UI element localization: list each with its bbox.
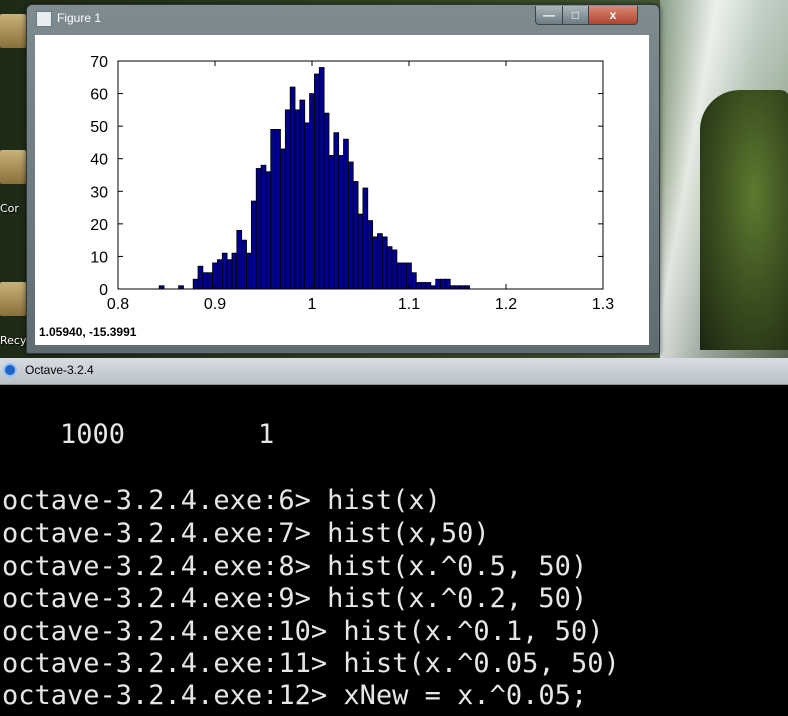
desktop-icon-label[interactable]: Cor [0, 202, 19, 215]
histogram-bar [318, 67, 325, 290]
terminal-line: octave-3.2.4.exe:8> hist(x.^0.5, 50) [2, 551, 588, 582]
histogram-bar [347, 161, 354, 290]
octave-titlebar[interactable]: Octave-3.2.4 [0, 358, 788, 385]
y-tick-label: 50 [90, 119, 108, 136]
histogram-bar [415, 282, 422, 290]
y-tick-label: 70 [90, 54, 108, 71]
maximize-button[interactable]: □ [562, 6, 589, 25]
terminal-line: octave-3.2.4.exe:6> hist(x) [2, 485, 441, 516]
histogram-bar [197, 265, 204, 290]
wallpaper-rock [700, 90, 788, 350]
histogram-bar [284, 109, 291, 290]
histogram-bar [255, 168, 262, 290]
histogram-bar [299, 99, 306, 290]
y-tick-label: 40 [90, 152, 108, 169]
histogram-bar [362, 187, 369, 290]
histogram-bar [444, 278, 451, 290]
octave-window-title: Octave-3.2.4 [25, 363, 94, 377]
histogram-bar [207, 272, 213, 290]
y-tick-label: 30 [90, 184, 108, 201]
histogram-bar [357, 213, 364, 290]
histogram-bar [411, 272, 417, 290]
histogram-bar [435, 278, 441, 290]
histogram-bar [333, 132, 340, 290]
desktop-shortcut-icon[interactable] [0, 150, 26, 184]
histogram-bar [231, 252, 238, 290]
output-value: 1000 [60, 419, 126, 450]
histogram-bar [236, 229, 243, 290]
histogram-bar [440, 278, 446, 290]
terminal-line: octave-3.2.4.exe:7> hist(x,50) [2, 518, 490, 549]
histogram-bar [314, 73, 320, 290]
close-button[interactable]: x [588, 6, 638, 25]
output-value: 1 [258, 419, 275, 450]
histogram-bar [192, 278, 199, 290]
minimize-button[interactable]: — [535, 6, 563, 25]
x-tick-label: 0.9 [204, 296, 226, 313]
histogram-bar [425, 282, 432, 290]
desktop-folder-icon[interactable] [0, 14, 26, 48]
x-tick-label: 1.1 [398, 296, 420, 313]
histogram-bar [246, 252, 252, 290]
desktop-icon-label[interactable]: Recy [0, 334, 27, 347]
histogram-bar [309, 93, 315, 290]
histogram-bar [221, 252, 228, 290]
y-tick-label: 0 [99, 282, 108, 299]
histogram-bar [377, 233, 383, 290]
y-tick-label: 10 [90, 249, 108, 266]
histogram-bar [294, 109, 301, 290]
histogram-bar [352, 181, 359, 290]
histogram-bar [304, 122, 310, 290]
histogram-bar [270, 129, 277, 290]
histogram-bar [381, 236, 388, 290]
histogram-bar [260, 164, 267, 290]
recycle-bin-icon[interactable] [0, 282, 26, 316]
plot-area[interactable]: 0.8 0.9 1 1.1 1.2 1.3 0 10 20 30 40 50 60 70 1.05940,… [35, 35, 649, 345]
y-tick-label: 20 [90, 217, 108, 234]
histogram-bar [323, 112, 330, 290]
histogram-bar [328, 155, 335, 290]
histogram-bar [280, 148, 286, 290]
histogram-bar [396, 262, 403, 290]
x-tick-label: 1.3 [592, 296, 614, 313]
terminal-line: octave-3.2.4.exe:9> hist(x.^0.2, 50) [2, 583, 588, 614]
histogram-bar [338, 155, 344, 290]
y-tick-label: 60 [90, 87, 108, 104]
histogram-bar [420, 282, 427, 290]
terminal-prompt-line[interactable]: octave-3.2.4.exe:12> xNew = x.^0.05; [2, 680, 588, 711]
histogram-bar [202, 272, 209, 290]
terminal-line: octave-3.2.4.exe:10> hist(x.^0.1, 50) [2, 616, 604, 647]
histogram-bar [343, 138, 349, 290]
octave-icon [3, 363, 17, 377]
histogram-bar [275, 129, 281, 290]
histogram-bar [386, 246, 393, 290]
figure-window[interactable]: Figure 1 — □ x 0.8 0.9 1 1.1 1.2 1.3 0 10 20 30 40… [26, 4, 660, 354]
histogram-bar [372, 236, 378, 290]
histogram-bar [226, 259, 233, 290]
histogram-bar [391, 249, 398, 290]
histogram-chart[interactable]: 0.8 0.9 1 1.1 1.2 1.3 0 10 20 30 40 50 60 70 [35, 35, 649, 320]
x-tick-label: 1.2 [495, 296, 517, 313]
histogram-bar [241, 239, 247, 290]
histogram-bar [217, 259, 223, 290]
figure-title: Figure 1 [57, 11, 102, 25]
terminal-line: octave-3.2.4.exe:11> hist(x.^0.05, 50) [2, 648, 620, 679]
histogram-bar [250, 200, 257, 290]
figure-titlebar[interactable]: Figure 1 — □ x [27, 5, 659, 33]
x-tick-label: 0.8 [107, 296, 129, 313]
figure-app-icon [36, 11, 52, 27]
histogram-bar [367, 220, 374, 290]
plot-axes-box [117, 60, 604, 290]
octave-terminal[interactable]: 1000 1 octave-3.2.4.exe:6> hist(x) octav… [0, 385, 788, 716]
histogram-bar [265, 171, 272, 290]
x-tick-label: 1 [308, 296, 317, 313]
histogram-bar [401, 262, 407, 290]
histogram-bar [289, 86, 296, 290]
cursor-coordinates: 1.05940, -15.3991 [39, 325, 137, 339]
